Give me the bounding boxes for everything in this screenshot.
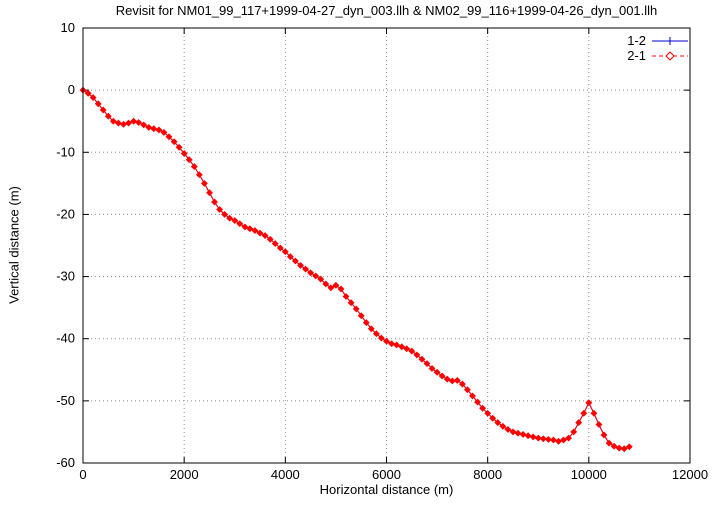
axis-tick-marks: [82, 27, 691, 464]
svg-text:-30: -30: [56, 269, 75, 284]
series-2-1: [79, 86, 633, 453]
svg-text:-60: -60: [56, 455, 75, 470]
svg-text:8000: 8000: [473, 467, 502, 482]
chart-title: Revisit for NM01_99_117+1999-04-27_dyn_0…: [115, 3, 658, 18]
legend-entry-2-1: 2-1: [627, 48, 688, 63]
svg-text:-10: -10: [56, 144, 75, 159]
svg-text:-50: -50: [56, 393, 75, 408]
y-tick-labels: 10 0 -10 -20 -30 -40 -50 -60: [56, 20, 75, 470]
svg-text:0: 0: [68, 82, 75, 97]
svg-text:12000: 12000: [672, 467, 708, 482]
svg-text:0: 0: [79, 467, 86, 482]
grid-lines: [83, 28, 690, 463]
legend: 1-22-1: [627, 33, 688, 63]
svg-text:6000: 6000: [372, 467, 401, 482]
legend-entry-1-2: 1-2: [627, 33, 688, 48]
svg-text:1-2: 1-2: [627, 33, 646, 48]
svg-text:2000: 2000: [170, 467, 199, 482]
plot-border: [82, 27, 691, 464]
series-1-2: [80, 87, 632, 452]
svg-text:4000: 4000: [271, 467, 300, 482]
x-tick-labels: 0 2000 4000 6000 8000 10000 12000: [79, 467, 708, 482]
svg-text:-20: -20: [56, 206, 75, 221]
svg-text:-40: -40: [56, 331, 75, 346]
x-axis-label: Horizontal distance (m): [319, 482, 454, 497]
svg-text:10000: 10000: [571, 467, 607, 482]
svg-text:10: 10: [61, 20, 75, 35]
svg-text:2-1: 2-1: [627, 48, 646, 63]
